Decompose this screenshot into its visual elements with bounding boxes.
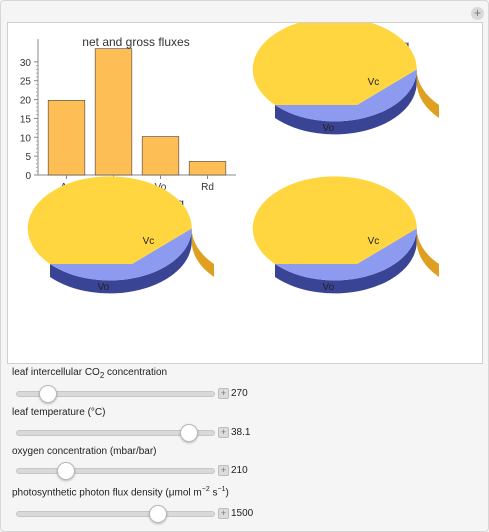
pie-1-slice-side-Vc	[416, 69, 439, 118]
ppfd-expand-button[interactable]: +	[218, 508, 229, 519]
co2-expand-button[interactable]: +	[218, 388, 229, 399]
pie-3-slice-Vo	[275, 228, 417, 281]
pie-3-label-Vo: Vo	[322, 282, 334, 293]
oxygen-expand-button[interactable]: +	[218, 465, 229, 476]
pie-1-slice-side-Vo	[275, 69, 417, 135]
oxygen-slider-thumb[interactable]	[56, 462, 75, 480]
pie-2-label-Vc: Vc	[143, 236, 155, 247]
temperature-slider-thumb[interactable]	[179, 424, 198, 442]
oxygen-value: 210	[231, 465, 248, 476]
bar-x-tick-label: Rd	[201, 182, 214, 193]
expand-icon[interactable]: +	[471, 7, 484, 20]
pie-2-slice-Vo	[50, 228, 192, 281]
pie-1-label-Vc: Vc	[368, 77, 380, 88]
pie-1-slice-Vc	[252, 23, 417, 105]
pie-3-slice-side-Vc	[416, 228, 439, 277]
charts-canvas: net and gross fluxes051015202530AnVcVoRd…	[20, 23, 439, 294]
co2-value: 270	[231, 388, 248, 399]
temperature-expand-button[interactable]: +	[218, 427, 229, 438]
pie-2-slice-Vc	[27, 176, 192, 264]
bar-y-tick-label: 30	[20, 58, 32, 69]
bar-y-tick-label: 0	[25, 171, 31, 182]
pie-1-label-Vo: Vo	[322, 123, 334, 134]
temperature-slider[interactable]	[16, 424, 215, 442]
bar-x-tick-label: Vo	[155, 182, 167, 193]
ppfd-value: 1500	[231, 508, 254, 519]
bar-y-tick-label: 5	[25, 152, 31, 163]
pie-3-slice-side-Vo	[275, 228, 417, 294]
temperature-label: leaf temperature (°C)	[12, 407, 106, 418]
bar-An	[47, 100, 86, 176]
temperature-value: 38.1	[231, 427, 251, 438]
co2-slider-thumb[interactable]	[38, 385, 57, 403]
ppfd-slider-thumb[interactable]	[149, 505, 168, 523]
pie-3-label-Vc: Vc	[368, 236, 380, 247]
co2-label: leaf intercellular CO2 concentration	[12, 367, 168, 380]
pie-3-slice-Vc	[252, 176, 417, 264]
bar-y-tick-label: 15	[20, 114, 32, 125]
ppfd-label: photosynthetic photon flux density (μmol…	[12, 486, 229, 499]
bar-y-tick-label: 25	[20, 77, 32, 88]
oxygen-slider[interactable]	[16, 462, 215, 480]
pie-2-slice-side-Vc	[191, 228, 214, 277]
ppfd-slider[interactable]	[16, 505, 215, 523]
bar-Vc	[94, 48, 133, 176]
output-panel: net and gross fluxes051015202530AnVcVoRd…	[7, 22, 483, 364]
bar-y-tick-label: 10	[20, 133, 32, 144]
co2-slider[interactable]	[16, 385, 215, 403]
pie-2-slice-side-Vo	[50, 228, 192, 294]
bar-Vo	[141, 136, 180, 176]
oxygen-label: oxygen concentration (mbar/bar)	[12, 446, 157, 457]
pie-1-slice-Vo	[275, 69, 417, 122]
pie-2-label-Vo: Vo	[97, 282, 109, 293]
bar-y-tick-label: 20	[20, 96, 32, 107]
bar-chart-title: net and gross fluxes	[82, 35, 189, 49]
bar-Rd	[188, 161, 227, 176]
